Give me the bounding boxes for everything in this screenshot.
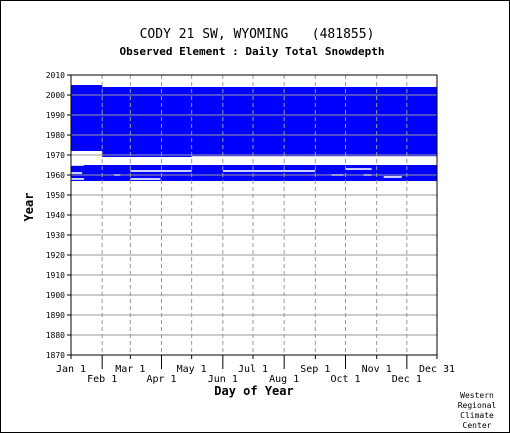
y-tick-label-1920: 1920 (46, 251, 65, 260)
y-tick-label-1900: 1900 (46, 291, 65, 300)
data-coverage-block-2 (102, 87, 438, 157)
y-tick-label-2000: 2000 (46, 91, 65, 100)
credit-line-1: Western (460, 391, 494, 400)
chart-title: CODY 21 SW, WYOMING (481855) (140, 27, 375, 42)
chart-subtitle: Observed Element : Daily Total Snowdepth (120, 45, 385, 58)
x-tick-label-mar-1: Mar 1 (115, 364, 145, 375)
y-tick-label-1890: 1890 (46, 311, 65, 320)
wrcc-credit: Western Regional Climate Center (458, 391, 497, 430)
missing-segment-7 (130, 178, 161, 180)
x-tick-label-jul-1: Jul 1 (238, 364, 268, 375)
x-tick-label-jun-1: Jun 1 (208, 374, 238, 385)
x-tick-label-nov-1: Nov 1 (362, 364, 392, 375)
missing-segment-6 (222, 170, 316, 172)
missing-segment-2 (191, 156, 437, 158)
plot-data-layer (71, 85, 438, 181)
y-tick-label-1930: 1930 (46, 231, 65, 240)
missing-segment-5 (130, 170, 192, 172)
missing-segment-1 (71, 152, 103, 154)
missing-segment-8 (71, 178, 85, 180)
x-tick-label-oct-1: Oct 1 (330, 374, 360, 385)
y-tick-label-1960: 1960 (46, 171, 65, 180)
credit-line-2: Regional (458, 401, 497, 410)
x-tick-label-sep-1: Sep 1 (300, 364, 330, 375)
x-tick-label-dec-1: Dec 1 (392, 374, 422, 385)
y-tick-label-1980: 1980 (46, 131, 65, 140)
x-axis-label: Day of Year (214, 384, 293, 398)
x-tick-label-aug-1: Aug 1 (269, 374, 299, 385)
missing-segment-4 (71, 172, 83, 174)
y-tick-label-1970: 1970 (46, 151, 65, 160)
y-tick-label-1990: 1990 (46, 111, 65, 120)
credit-line-3: Climate (460, 411, 494, 420)
missing-segment-9 (345, 168, 372, 170)
data-coverage-block-1 (71, 85, 103, 151)
x-tick-label-may-1: May 1 (177, 364, 207, 375)
missing-segment-3 (71, 164, 85, 166)
y-tick-label-1880: 1880 (46, 331, 65, 340)
x-tick-label-feb-1: Feb 1 (87, 374, 117, 385)
y-axis-ticks: 1870 1880 1890 1900 1910 1920 1930 1940 1950 1960… (46, 71, 71, 360)
x-tick-label-dec-31: Dec 31 (419, 364, 455, 375)
y-axis-label: Year (22, 193, 36, 222)
x-tick-label-apr-1: Apr 1 (146, 374, 176, 385)
y-tick-label-1950: 1950 (46, 191, 65, 200)
plot-grid (71, 75, 437, 355)
x-tick-label-jan-1: Jan 1 (56, 364, 86, 375)
y-tick-label-1870: 1870 (46, 351, 65, 360)
data-coverage-block-3 (71, 165, 437, 181)
credit-line-4: Center (463, 421, 492, 430)
y-tick-label-1910: 1910 (46, 271, 65, 280)
x-axis-ticks: Jan 1 Mar 1 May 1 Jul 1 Sep 1 Nov 1 Dec 31 Feb … (56, 355, 455, 385)
missing-segment-10 (383, 176, 402, 178)
y-tick-label-1940: 1940 (46, 211, 65, 220)
y-tick-label-2010: 2010 (46, 71, 65, 80)
